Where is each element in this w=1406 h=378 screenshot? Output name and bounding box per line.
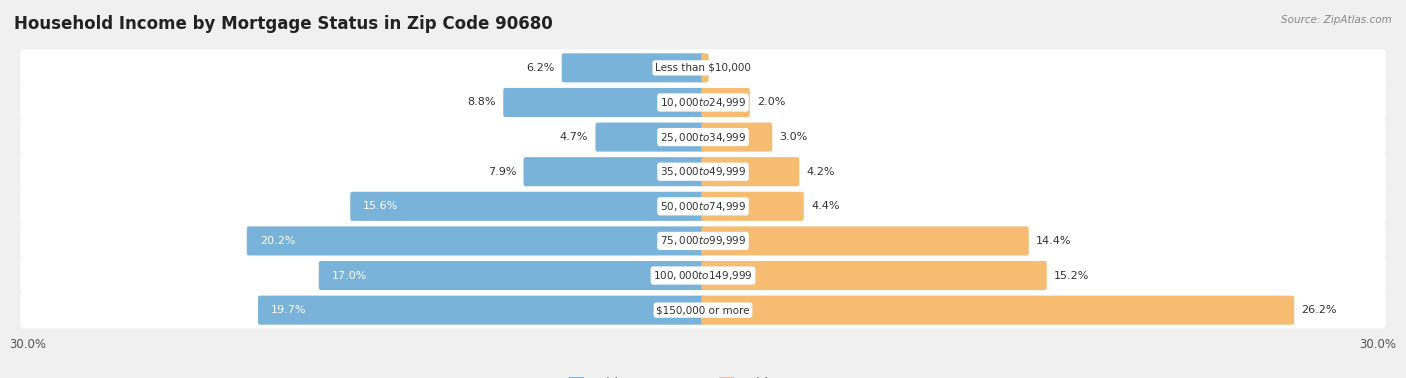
FancyBboxPatch shape — [702, 53, 709, 82]
Text: 0.17%: 0.17% — [716, 63, 751, 73]
FancyBboxPatch shape — [20, 153, 1386, 190]
Text: 26.2%: 26.2% — [1302, 305, 1337, 315]
Text: 4.7%: 4.7% — [560, 132, 588, 142]
FancyBboxPatch shape — [702, 88, 749, 117]
FancyBboxPatch shape — [596, 122, 704, 152]
Text: 2.0%: 2.0% — [756, 98, 786, 107]
FancyBboxPatch shape — [20, 222, 1386, 259]
Text: 15.2%: 15.2% — [1054, 271, 1090, 280]
Text: 17.0%: 17.0% — [332, 271, 367, 280]
Text: Household Income by Mortgage Status in Zip Code 90680: Household Income by Mortgage Status in Z… — [14, 15, 553, 33]
FancyBboxPatch shape — [702, 226, 1029, 256]
FancyBboxPatch shape — [562, 53, 704, 82]
Text: $50,000 to $74,999: $50,000 to $74,999 — [659, 200, 747, 213]
Text: $35,000 to $49,999: $35,000 to $49,999 — [659, 165, 747, 178]
FancyBboxPatch shape — [503, 88, 704, 117]
Text: 19.7%: 19.7% — [271, 305, 307, 315]
Text: 7.9%: 7.9% — [488, 167, 516, 177]
Text: 4.2%: 4.2% — [807, 167, 835, 177]
FancyBboxPatch shape — [20, 119, 1386, 156]
Text: 3.0%: 3.0% — [779, 132, 807, 142]
FancyBboxPatch shape — [702, 296, 1294, 325]
Text: 15.6%: 15.6% — [363, 201, 398, 211]
Text: Less than $10,000: Less than $10,000 — [655, 63, 751, 73]
Text: 20.2%: 20.2% — [260, 236, 295, 246]
FancyBboxPatch shape — [20, 257, 1386, 294]
FancyBboxPatch shape — [20, 50, 1386, 87]
FancyBboxPatch shape — [319, 261, 704, 290]
Text: $75,000 to $99,999: $75,000 to $99,999 — [659, 234, 747, 248]
FancyBboxPatch shape — [523, 157, 704, 186]
Text: 8.8%: 8.8% — [468, 98, 496, 107]
FancyBboxPatch shape — [247, 226, 704, 256]
FancyBboxPatch shape — [702, 157, 799, 186]
FancyBboxPatch shape — [20, 291, 1386, 328]
Text: Source: ZipAtlas.com: Source: ZipAtlas.com — [1281, 15, 1392, 25]
Text: $150,000 or more: $150,000 or more — [657, 305, 749, 315]
Text: 6.2%: 6.2% — [526, 63, 554, 73]
FancyBboxPatch shape — [259, 296, 704, 325]
Text: 4.4%: 4.4% — [811, 201, 839, 211]
Text: $10,000 to $24,999: $10,000 to $24,999 — [659, 96, 747, 109]
FancyBboxPatch shape — [20, 84, 1386, 121]
Text: $100,000 to $149,999: $100,000 to $149,999 — [654, 269, 752, 282]
Text: $25,000 to $34,999: $25,000 to $34,999 — [659, 130, 747, 144]
FancyBboxPatch shape — [702, 192, 804, 221]
FancyBboxPatch shape — [702, 122, 772, 152]
FancyBboxPatch shape — [350, 192, 704, 221]
Text: 14.4%: 14.4% — [1036, 236, 1071, 246]
FancyBboxPatch shape — [702, 261, 1046, 290]
Legend: Without Mortgage, With Mortgage: Without Mortgage, With Mortgage — [569, 376, 837, 378]
FancyBboxPatch shape — [20, 188, 1386, 225]
